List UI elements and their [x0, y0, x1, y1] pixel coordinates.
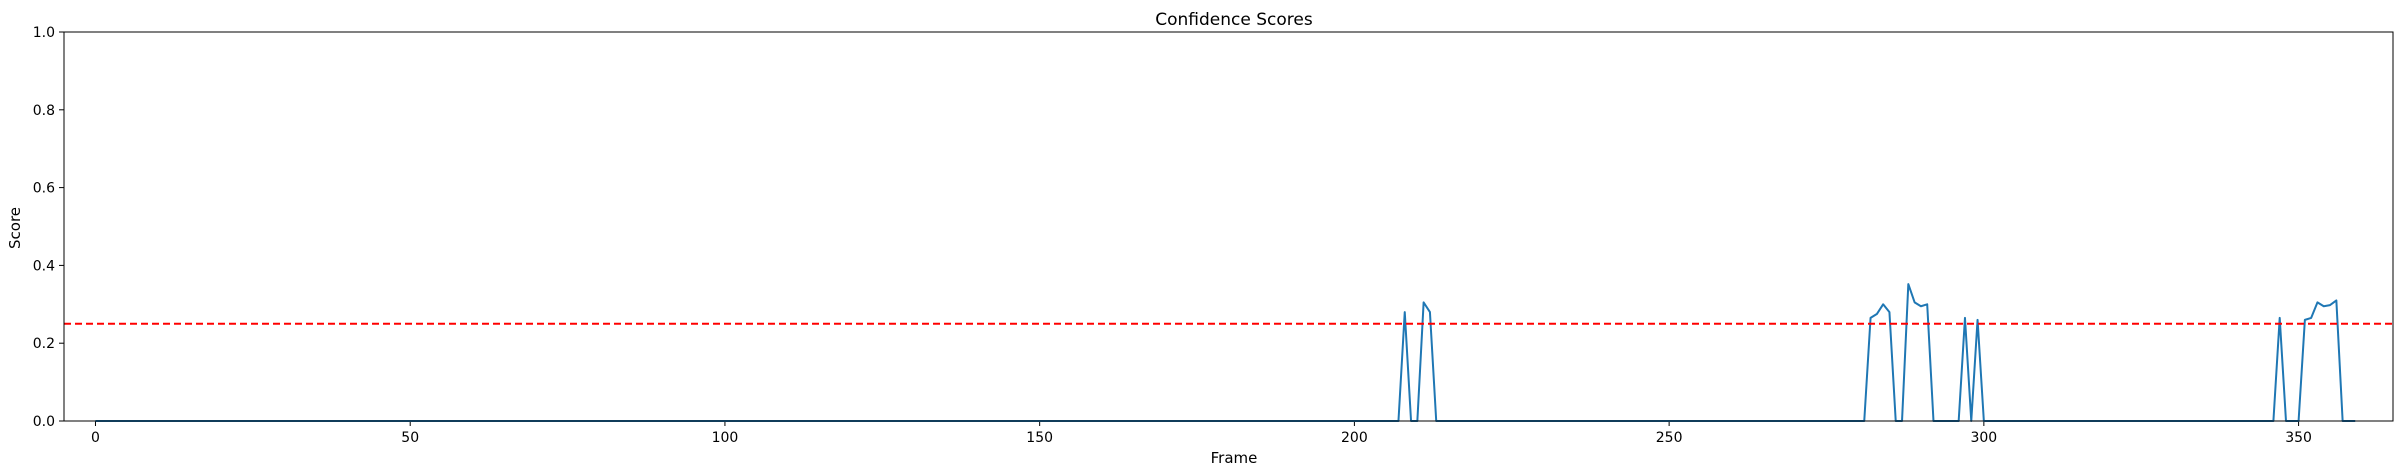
score-series-line	[95, 283, 2356, 422]
x-tick-label: 0	[91, 430, 100, 446]
x-tick-label: 300	[1970, 430, 1997, 446]
x-tick-label: 50	[401, 430, 419, 446]
y-tick-label: 0.6	[33, 181, 55, 197]
axes-frame	[63, 31, 2394, 422]
x-tick-label: 150	[1026, 430, 1053, 446]
y-axis-ticks: 0.0 0.2 0.4 0.6 0.8 1.0	[33, 25, 64, 430]
x-tick-label: 350	[2285, 430, 2312, 446]
y-axis-label: Score	[6, 207, 24, 249]
x-axis-ticks: 0 50 100 150 200 250 300 350	[91, 421, 2312, 446]
x-tick-label: 250	[1656, 430, 1683, 446]
y-tick-label: 0.4	[33, 258, 55, 274]
y-tick-label: 0.2	[33, 336, 55, 352]
x-tick-label: 100	[712, 430, 739, 446]
chart-title: Confidence Scores	[1155, 10, 1313, 30]
x-tick-label: 200	[1341, 430, 1368, 446]
y-tick-label: 0.0	[33, 414, 55, 430]
plot-area	[64, 283, 2393, 422]
x-axis-label: Frame	[1211, 449, 1258, 467]
y-tick-label: 0.8	[33, 103, 55, 119]
y-tick-label: 1.0	[33, 25, 55, 41]
